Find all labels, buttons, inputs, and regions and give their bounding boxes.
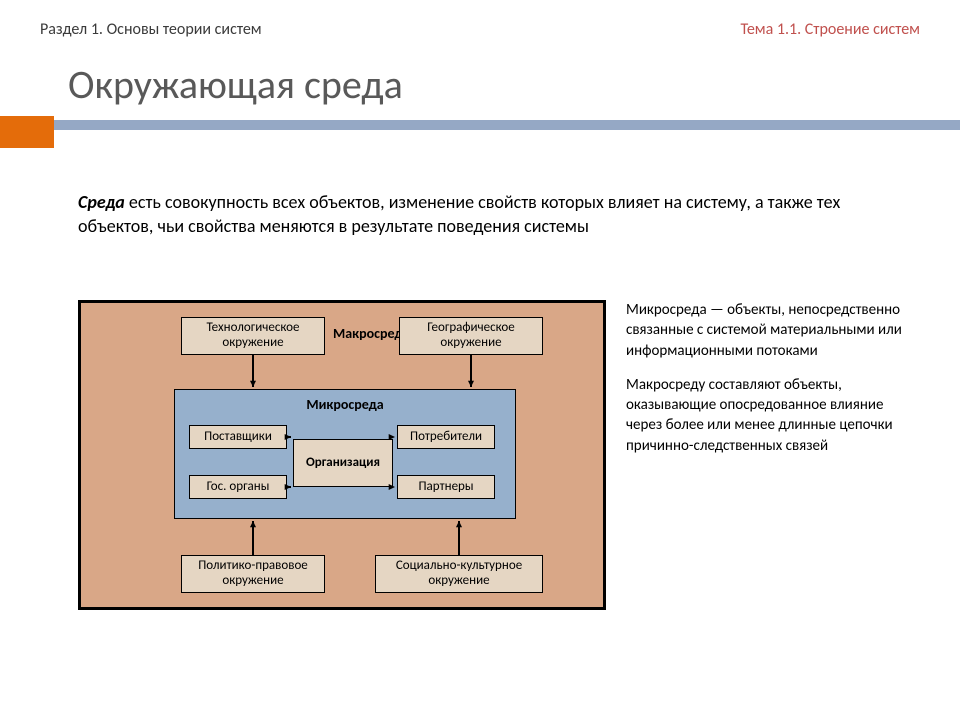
title-rule bbox=[0, 116, 960, 148]
macro-box-geo: Географическое окружение bbox=[399, 317, 543, 355]
topic-label: Тема 1.1. Строение систем bbox=[741, 20, 920, 39]
macro-label: Макросреда bbox=[333, 325, 409, 342]
micro-box-partners: Партнеры bbox=[397, 475, 495, 499]
center-org-box: Организация bbox=[293, 439, 393, 487]
side-explanation: Микросреда — объекты, непосредственно св… bbox=[626, 300, 906, 610]
macro-box-legal: Политико-правовое окружение bbox=[181, 555, 325, 593]
macro-box-tech: Технологическое окружение bbox=[181, 317, 325, 355]
environment-diagram: Макросреда Технологическое окружение Гео… bbox=[78, 300, 606, 610]
page-title: Окружающая среда bbox=[68, 60, 403, 109]
section-label: Раздел 1. Основы теории систем bbox=[40, 20, 262, 39]
micro-box-consumers: Потребители bbox=[397, 425, 495, 449]
definition-text: Среда есть совокупность всех объектов, и… bbox=[78, 190, 878, 239]
micro-label: Микросреда bbox=[306, 396, 383, 413]
micro-box-suppliers: Поставщики bbox=[189, 425, 287, 449]
micro-box-gov: Гос. органы bbox=[189, 475, 287, 499]
macro-box-social: Социально-культурное окружение bbox=[375, 555, 543, 593]
